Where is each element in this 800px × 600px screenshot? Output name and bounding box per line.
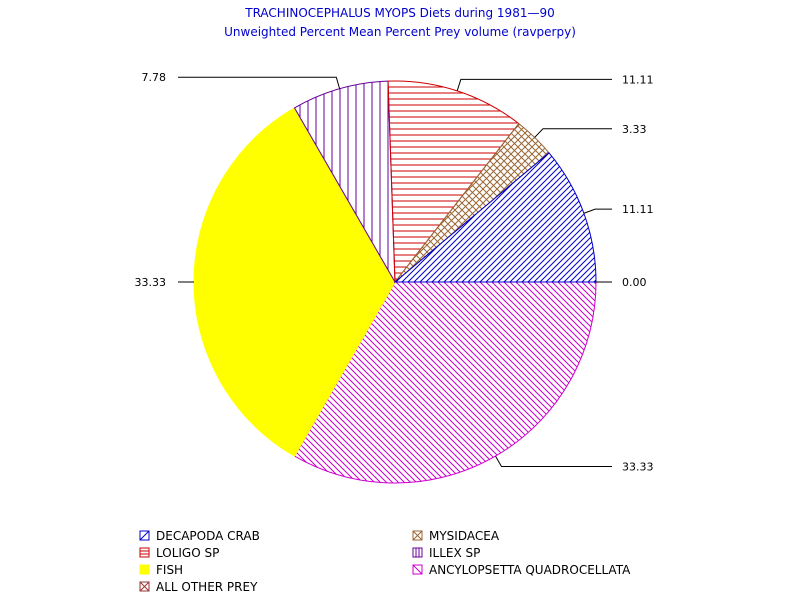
slice-illex-sp xyxy=(293,80,396,283)
value-label-ancylopsetta-quadrocellata: 33.33 xyxy=(622,460,654,473)
legend-label-decapoda-crab: DECAPODA CRAB xyxy=(156,529,260,543)
legend-swatch-pattern-all-other-prey xyxy=(139,581,150,592)
legend-label-fish: FISH xyxy=(156,563,183,577)
leader-line-ancylopsetta-quadrocellata xyxy=(495,455,612,467)
legend-swatch-loligo-sp xyxy=(139,547,150,558)
leader-line-mysidacea xyxy=(534,128,612,138)
leader-line-loligo-sp xyxy=(456,78,612,92)
value-label-decapoda-crab: 11.11 xyxy=(622,203,654,216)
pie-slices xyxy=(193,80,597,484)
legend-swatch-pattern-illex-sp xyxy=(415,548,420,557)
legend-label-illex-sp: ILLEX SP xyxy=(429,546,480,560)
slice-decapoda-crab xyxy=(393,152,597,283)
legend-label-all-other-prey: ALL OTHER PREY xyxy=(156,580,258,594)
slice-ancylopsetta-quadrocellata xyxy=(293,281,597,484)
legend-swatch-illex-sp xyxy=(412,547,423,558)
chart-title: TRACHINOCEPHALUS MYOPS Diets during 1981… xyxy=(244,6,554,20)
legend-swatch-pattern-loligo-sp xyxy=(140,550,149,555)
legend-swatch-pattern-decapoda-crab xyxy=(139,530,150,541)
legend-swatch-pattern-mysidacea xyxy=(412,530,423,541)
value-label-mysidacea: 3.33 xyxy=(622,123,647,136)
value-label-all-other-prey: 0.00 xyxy=(622,276,647,289)
value-label-loligo-sp: 11.11 xyxy=(622,73,654,86)
legend-swatch-fish xyxy=(139,564,150,575)
leader-line-illex-sp xyxy=(178,76,341,89)
leader-line-decapoda-crab xyxy=(583,208,612,214)
slice-fish xyxy=(193,107,396,457)
chart-subtitle: Unweighted Percent Mean Percent Prey vol… xyxy=(224,25,576,39)
value-label-illex-sp: 7.78 xyxy=(142,71,167,84)
pie-labels: 33.33 33.33 7.78 11.11 3.33 11.11 0.00 xyxy=(135,71,654,473)
legend-label-mysidacea: MYSIDACEA xyxy=(429,529,500,543)
legend: DECAPODA CRAB MYSIDACEA LOLIGO SP ILLEX SP F… xyxy=(139,529,631,594)
legend-swatch-pattern-ancylopsetta-quadrocellata xyxy=(412,564,423,575)
value-label-fish: 33.33 xyxy=(135,276,167,289)
legend-label-ancylopsetta-quadrocellata: ANCYLOPSETTA QUADROCELLATA xyxy=(429,563,631,577)
legend-label-loligo-sp: LOLIGO SP xyxy=(156,546,219,560)
